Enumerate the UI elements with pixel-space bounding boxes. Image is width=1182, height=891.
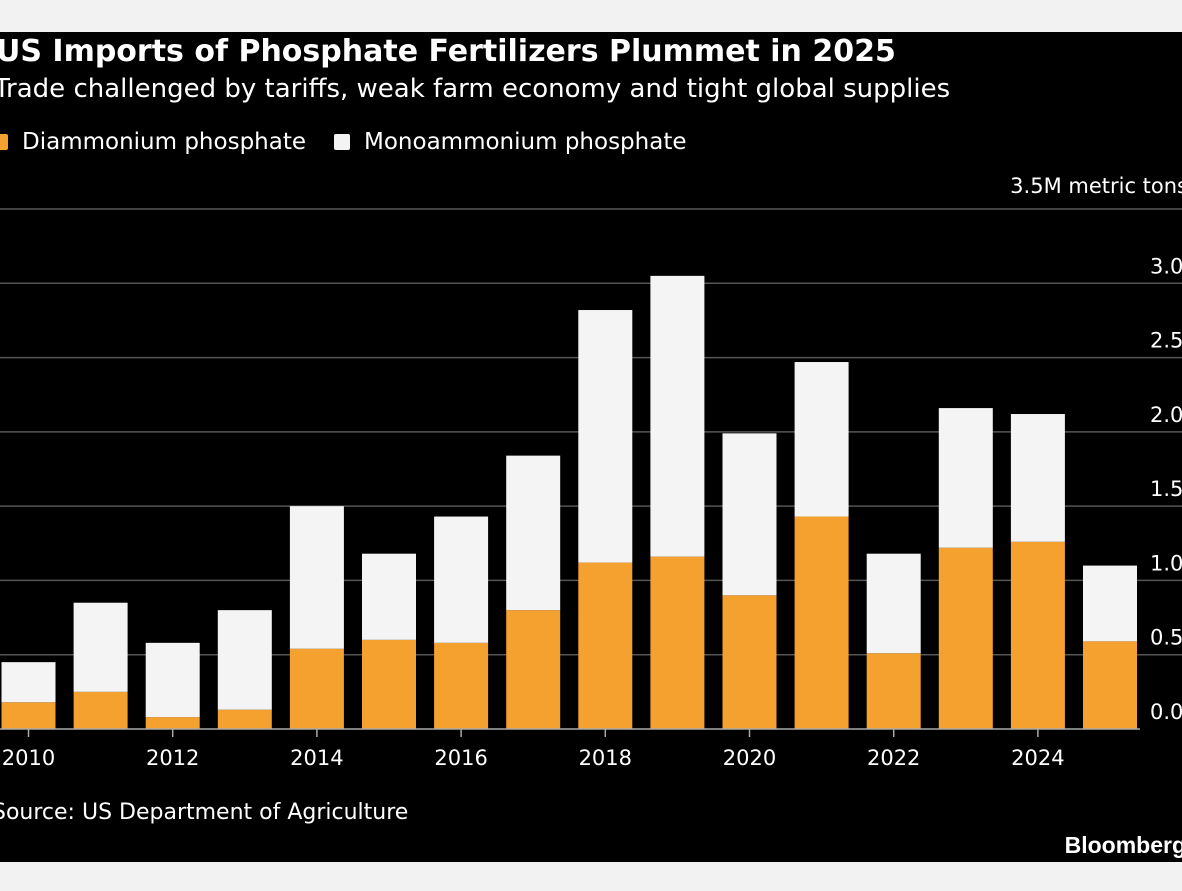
x-tick-label: 2022 (867, 746, 920, 770)
bar-diammonium (289, 648, 344, 729)
bar-diammonium (434, 642, 489, 729)
y-tick-label: 3.0 (1150, 254, 1182, 278)
bar-monoammonium (1, 662, 56, 703)
y-axis-unit-label: 3.5M metric tons (1010, 174, 1182, 198)
x-tick-label: 2010 (2, 746, 55, 770)
x-tick-label: 2018 (579, 746, 632, 770)
legend-label-monoammonium: Monoammonium phosphate (364, 129, 687, 155)
x-tick-label: 2020 (723, 746, 776, 770)
bar-diammonium (1, 702, 56, 729)
x-tick-label: 2016 (434, 746, 487, 770)
chart-title: US Imports of Phosphate Fertilizers Plum… (0, 34, 896, 69)
legend-swatch-diammonium (0, 134, 8, 150)
bar-diammonium (650, 556, 705, 729)
y-tick-label: 1.0 (1150, 551, 1182, 575)
x-tick-label: 2012 (146, 746, 199, 770)
bar-diammonium (722, 595, 777, 729)
bar-diammonium (217, 709, 272, 729)
bar-monoammonium (650, 275, 705, 557)
y-tick-label: 0.5 (1150, 626, 1182, 650)
bar-diammonium (145, 717, 200, 729)
y-tick-label: 0.0 (1150, 700, 1182, 724)
bar-diammonium (506, 610, 561, 729)
bar-monoammonium (1083, 565, 1137, 642)
bar-monoammonium (73, 602, 128, 692)
chart-legend: Diammonium phosphate Monoammonium phosph… (0, 129, 715, 155)
bar-diammonium (578, 562, 633, 729)
legend-swatch-monoammonium (334, 134, 351, 150)
bar-monoammonium (722, 433, 777, 596)
bar-monoammonium (506, 455, 561, 611)
legend-item-diammonium: Diammonium phosphate (0, 129, 306, 155)
bar-diammonium (866, 653, 921, 729)
bar-monoammonium (938, 408, 993, 548)
y-tick-label: 2.5 (1150, 329, 1182, 353)
bar-diammonium (1083, 641, 1137, 729)
bar-monoammonium (217, 610, 272, 710)
chart-source: Source: US Department of Agriculture (0, 800, 409, 825)
bar-monoammonium (434, 516, 489, 643)
bar-monoammonium (1010, 414, 1065, 542)
y-tick-label: 1.5 (1150, 477, 1182, 501)
bar-diammonium (794, 516, 849, 729)
bar-monoammonium (289, 506, 344, 649)
bar-diammonium (73, 691, 128, 729)
bar-diammonium (1010, 541, 1065, 729)
chart-subtitle: Trade challenged by tariffs, weak farm e… (0, 74, 951, 104)
bar-monoammonium (362, 553, 416, 640)
legend-label-diammonium: Diammonium phosphate (22, 129, 307, 155)
bar-monoammonium (794, 362, 849, 517)
legend-item-monoammonium: Monoammonium phosphate (334, 129, 687, 155)
x-tick-label: 2024 (1011, 746, 1064, 770)
bar-monoammonium (578, 310, 633, 563)
x-tick-label: 2014 (290, 746, 343, 770)
bloomberg-logo: Bloomberg (1064, 832, 1182, 858)
chart-panel: US Imports of Phosphate Fertilizers Plum… (0, 32, 1182, 862)
bar-monoammonium (145, 642, 200, 718)
bar-diammonium (362, 639, 416, 729)
chart-plot-area: 0.0 0.5 1.0 1.5 2.0 2.5 3.0 2010 2012 2014 2016 201… (0, 208, 1182, 770)
bar-diammonium (938, 547, 993, 729)
bar-monoammonium (866, 553, 921, 654)
y-tick-label: 2.0 (1150, 403, 1182, 427)
